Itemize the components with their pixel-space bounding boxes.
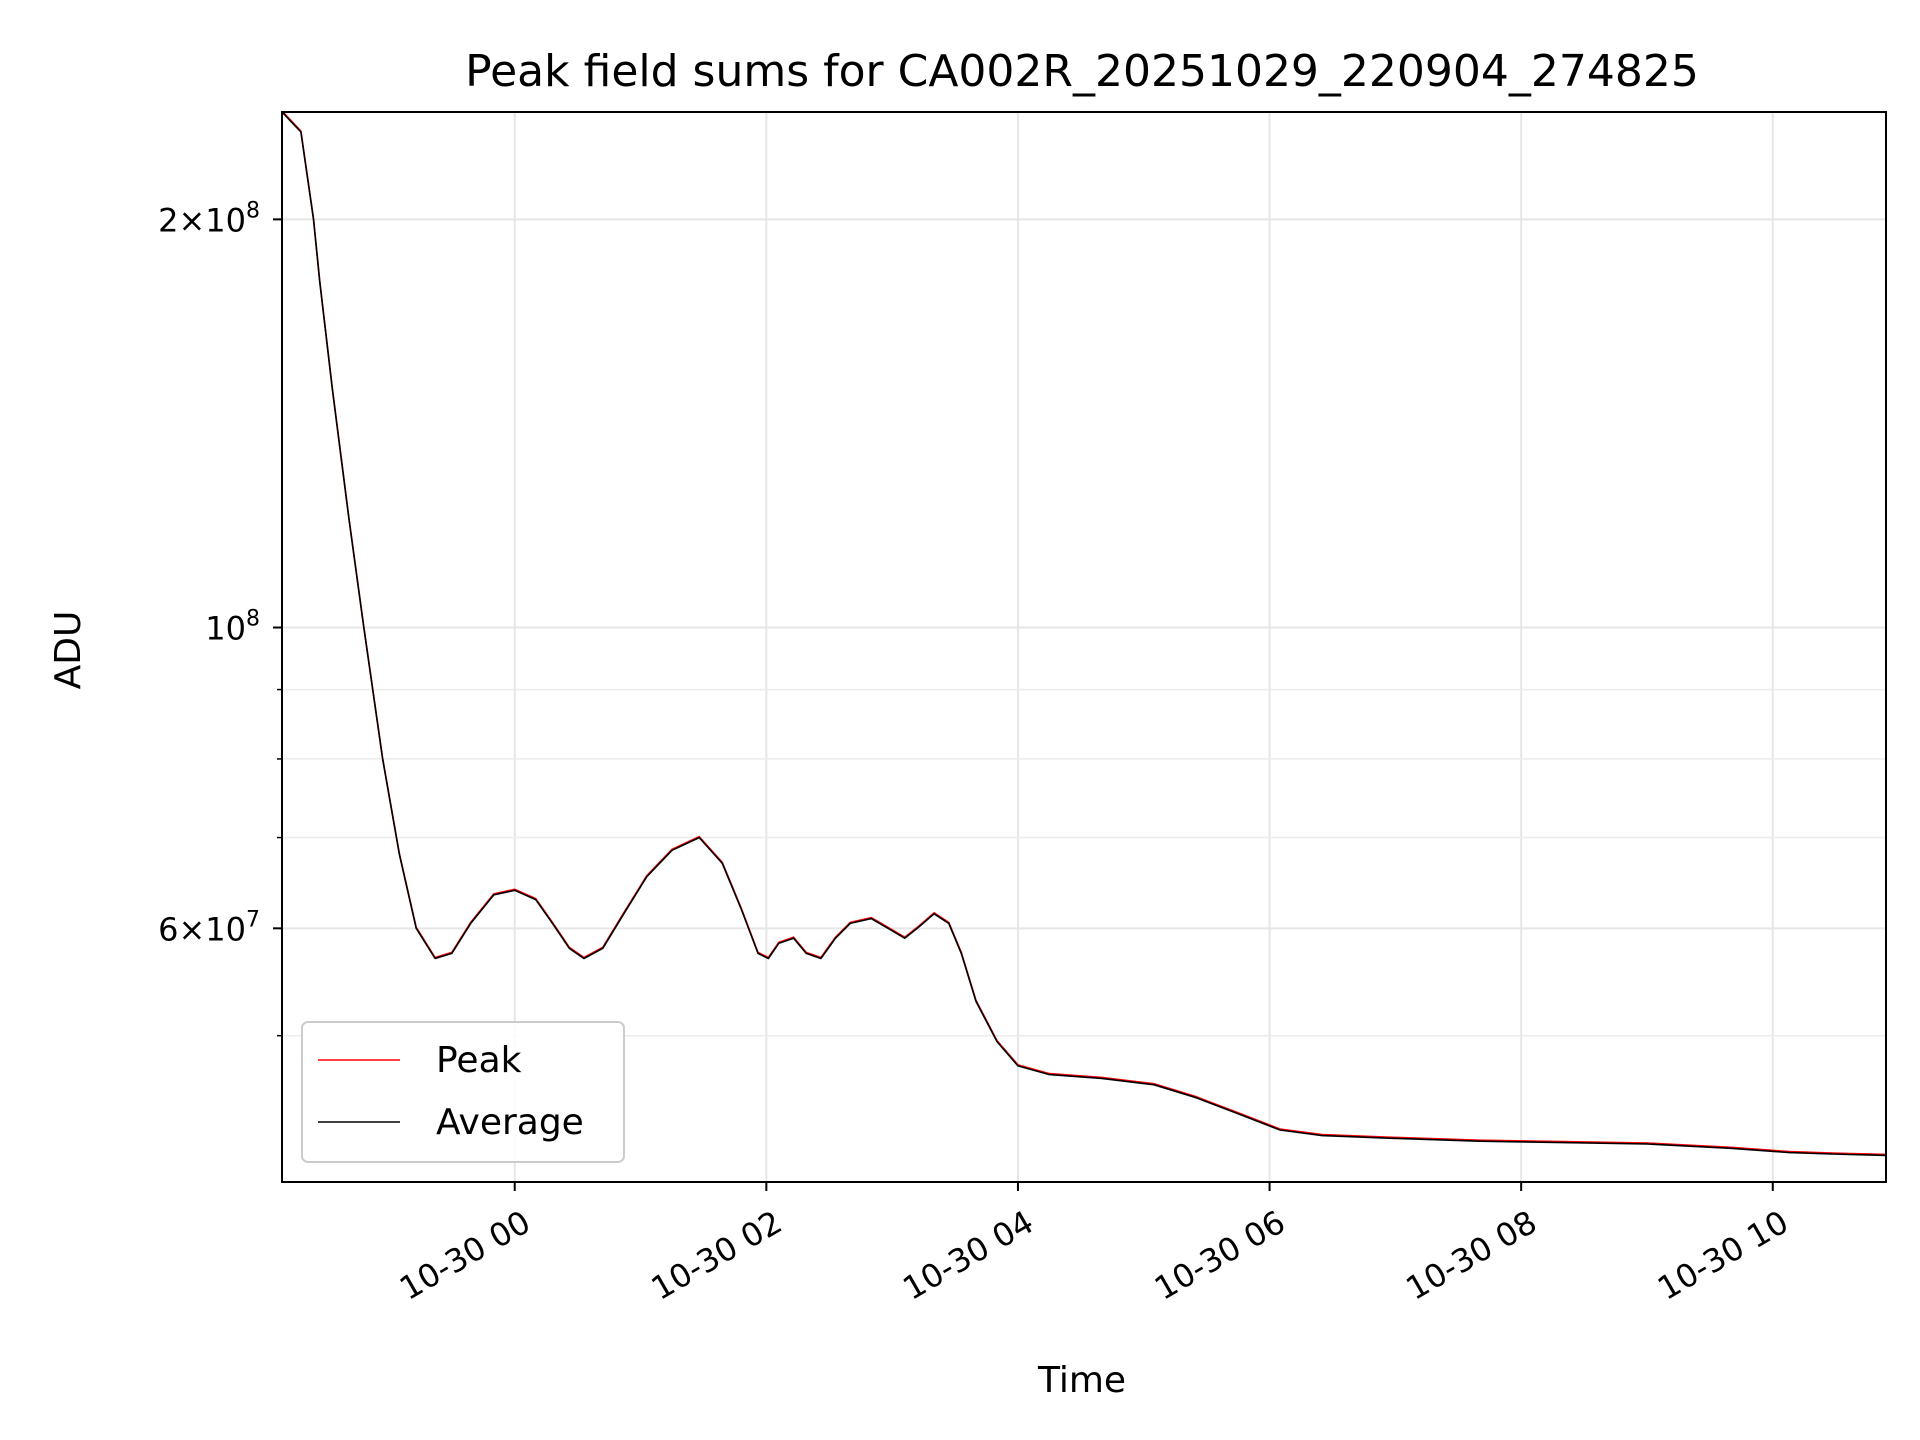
y-tick-label: 6×107 bbox=[158, 907, 260, 948]
plot-area bbox=[282, 112, 1886, 1157]
legend: Peak Average bbox=[301, 1021, 625, 1163]
y-tick-label: 108 bbox=[205, 607, 260, 648]
x-tick-label: 10-30 10 bbox=[1651, 1203, 1795, 1308]
grid bbox=[282, 112, 1886, 1182]
y-axis-label: ADU bbox=[48, 611, 89, 690]
x-tick-label: 10-30 00 bbox=[393, 1203, 537, 1308]
x-tick-label: 10-30 08 bbox=[1400, 1203, 1544, 1308]
x-tick-label: 10-30 06 bbox=[1148, 1203, 1292, 1308]
series-layer bbox=[282, 112, 1886, 1157]
series-line-peak bbox=[282, 112, 1886, 1156]
legend-label-peak: Peak bbox=[436, 1040, 522, 1081]
chart-title: Peak field sums for CA002R_20251029_2209… bbox=[465, 46, 1699, 97]
y-tick-label: 2×108 bbox=[158, 198, 260, 239]
x-tick-label: 10-30 02 bbox=[645, 1203, 789, 1308]
plot-frame bbox=[281, 111, 1887, 1183]
x-axis-label: Time bbox=[1037, 1360, 1126, 1401]
legend-label-average: Average bbox=[436, 1102, 584, 1143]
legend-box bbox=[301, 1021, 625, 1163]
series-line-average bbox=[282, 112, 1886, 1157]
x-tick-label: 10-30 04 bbox=[896, 1203, 1040, 1308]
